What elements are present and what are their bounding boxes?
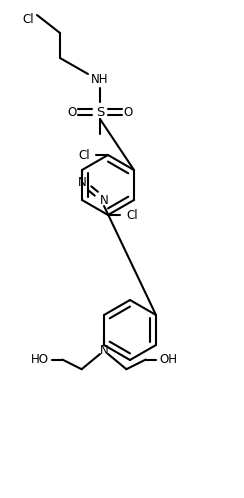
Text: O: O	[123, 106, 133, 119]
Text: Cl: Cl	[22, 13, 34, 26]
Text: NH: NH	[91, 73, 109, 86]
Text: S: S	[96, 106, 104, 119]
Text: Cl: Cl	[126, 209, 138, 222]
Text: N: N	[100, 344, 108, 357]
Text: O: O	[67, 106, 77, 119]
Text: Cl: Cl	[78, 148, 90, 161]
Text: N: N	[78, 175, 86, 189]
Text: OH: OH	[160, 353, 178, 366]
Text: N: N	[100, 194, 108, 207]
Text: HO: HO	[30, 353, 48, 366]
